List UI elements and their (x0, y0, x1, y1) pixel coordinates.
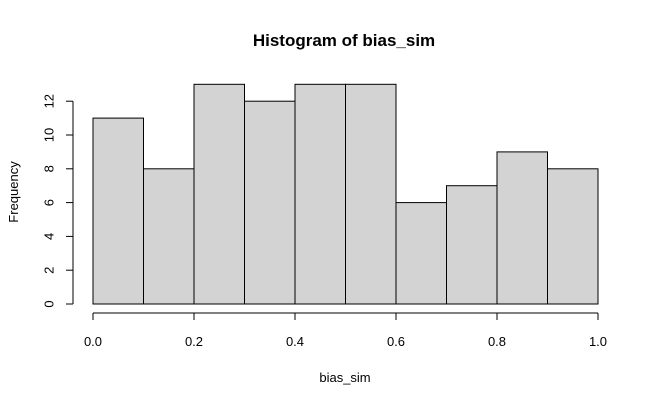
x-tick-label: 0.2 (185, 334, 203, 349)
histogram-bar (496, 151, 548, 305)
x-tick-label: 0.8 (488, 334, 506, 349)
x-tick-label: 1.0 (589, 334, 607, 349)
histogram-bar (244, 100, 296, 305)
y-tick-label: 10 (42, 128, 57, 142)
histogram-bar (193, 83, 245, 305)
histogram-bar (143, 168, 195, 305)
histogram-bar (294, 83, 346, 305)
x-tick-label: 0.6 (387, 334, 405, 349)
histogram-bar (547, 168, 599, 305)
y-tick-label: 8 (42, 165, 57, 172)
y-axis: 0 2 4 6 8 10 12 (42, 94, 74, 308)
y-tick-label: 4 (42, 233, 57, 240)
x-axis-label: bias_sim (319, 370, 370, 385)
y-tick-label: 2 (42, 267, 57, 274)
y-tick-label: 12 (42, 94, 57, 108)
chart-title: Histogram of bias_sim (253, 31, 435, 50)
x-tick-label: 0.4 (286, 334, 304, 349)
y-tick-label: 0 (42, 300, 57, 307)
y-tick-label: 6 (42, 199, 57, 206)
bars-group (92, 83, 599, 305)
histogram-bar (345, 83, 397, 305)
histogram-bar (92, 117, 144, 305)
histogram-bar (395, 202, 447, 305)
x-tick-label: 0.0 (84, 334, 102, 349)
x-axis: 0.0 0.2 0.4 0.6 0.8 1.0 (84, 312, 607, 349)
histogram-bar (446, 185, 498, 305)
y-axis-label: Frequency (6, 161, 21, 223)
